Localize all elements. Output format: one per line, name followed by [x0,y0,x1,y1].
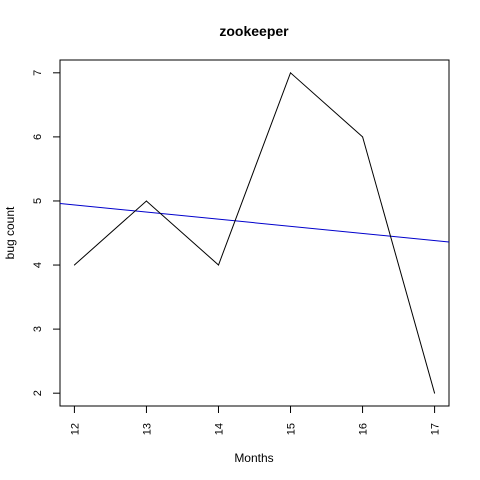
y-tick-label-6: 6 [32,134,44,140]
plot-frame [59,59,450,407]
series-line-0 [74,71,436,394]
series-group [73,71,436,394]
y-tick-label-2: 2 [32,390,44,396]
data-point-15 [290,72,292,74]
data-point-13 [145,200,147,202]
x-tick-label-14: 14 [213,423,225,435]
x-tick-label-12: 12 [69,423,81,435]
x-tick-label-15: 15 [286,423,298,435]
x-tick-label-13: 13 [141,423,153,435]
data-point-12 [73,264,75,266]
x-axis-title: Months [234,451,273,465]
data-point-16 [362,136,364,138]
y-tick-label-3: 3 [32,326,44,332]
x-tick-label-16: 16 [358,423,370,435]
y-tick-label-5: 5 [32,198,44,204]
y-axis: 2 3 4 5 6 7 [32,70,60,396]
trend-line-group [59,203,450,243]
x-tick-label-17: 17 [430,423,442,435]
y-tick-label-4: 4 [32,262,44,268]
y-tick-label-7: 7 [32,70,44,76]
chart-title: zookeeper [219,23,289,39]
trend-line [59,203,450,243]
x-axis: 12 13 14 15 16 17 [69,406,442,435]
y-axis-title: bug count [3,206,17,259]
data-point-14 [217,264,219,266]
data-point-17 [434,392,436,394]
